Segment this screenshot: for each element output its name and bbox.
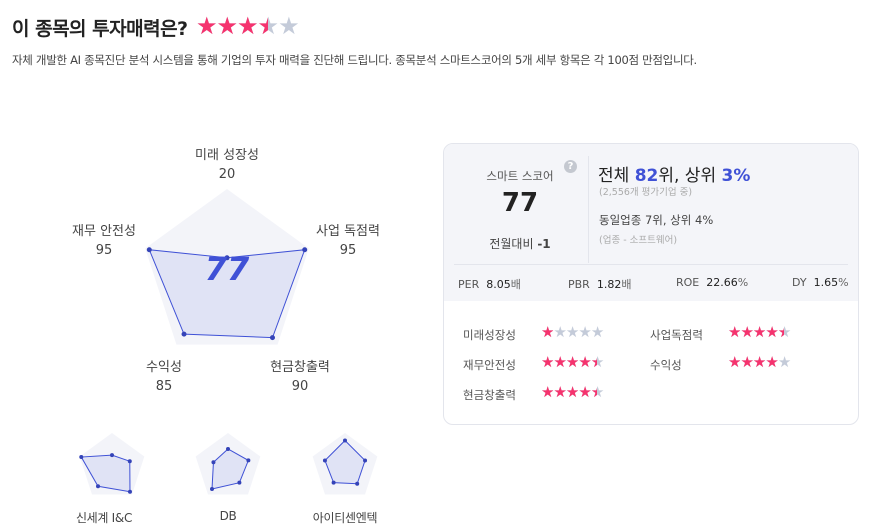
rating-label: 수익성 bbox=[650, 358, 682, 372]
rating-stars: ★ ★ ★★★★ bbox=[541, 323, 604, 341]
overall-rating-stars: ★★★★★★★★★ bbox=[196, 12, 300, 40]
star-icon: ★ bbox=[578, 323, 591, 341]
peer-radar-point bbox=[322, 458, 327, 463]
radar-point bbox=[269, 335, 275, 341]
star-icon: ★ bbox=[590, 323, 604, 341]
rating-label: 현금창출력 bbox=[463, 388, 516, 402]
peer-radar-background bbox=[312, 433, 378, 495]
axis-label-growth: 미래 성장성 20 bbox=[195, 148, 259, 182]
peer-radar-area bbox=[324, 439, 366, 485]
peer-radar-area bbox=[211, 448, 249, 490]
peer-radar-point bbox=[79, 455, 84, 460]
peer-radar-point bbox=[110, 453, 114, 458]
rank-subtext: (2,556개 평가기업 중) bbox=[599, 187, 693, 198]
help-icon[interactable]: ? bbox=[564, 160, 577, 173]
star-icon: ★ bbox=[553, 323, 566, 341]
radar-point bbox=[146, 247, 152, 253]
peer-radar-point bbox=[211, 460, 216, 465]
peer-radar-point bbox=[237, 480, 242, 485]
monthly-change: 전월대비 -1 bbox=[489, 237, 551, 251]
star-icon: ★★ bbox=[553, 353, 566, 371]
star-icon: ★★ bbox=[541, 383, 554, 401]
radar-area bbox=[148, 249, 306, 339]
star-icon: ★★ bbox=[740, 353, 753, 371]
peer-radar-point bbox=[127, 489, 132, 494]
axis-label-stability: 재무 안전성 95 bbox=[72, 224, 136, 258]
star-icon: ★★ bbox=[553, 383, 566, 401]
axis-label-profitability: 수익성 85 bbox=[146, 360, 182, 394]
radar-score: 77 bbox=[204, 250, 250, 288]
peer-radar-point bbox=[355, 481, 360, 486]
star-icon: ★★ bbox=[590, 353, 604, 371]
peer-radar-point bbox=[96, 484, 101, 489]
star-icon: ★ bbox=[278, 12, 299, 40]
star-icon: ★★ bbox=[765, 353, 778, 371]
rating-stars: ★★★★★★★★★★ bbox=[541, 383, 604, 401]
rating-label: 미래성장성 bbox=[463, 328, 516, 342]
star-icon: ★★ bbox=[777, 323, 791, 341]
star-icon: ★ bbox=[565, 323, 579, 341]
smart-score-card: 스마트 스코어 ? 77 전월대비 -1 전체 82위, 상위 3% (2,55… bbox=[443, 143, 859, 425]
industry-rank: 동일업종 7위, 상위 4% bbox=[599, 213, 714, 227]
peer-radar-point bbox=[363, 458, 368, 463]
star-icon: ★★ bbox=[578, 383, 591, 401]
star-icon: ★★ bbox=[728, 323, 741, 341]
star-icon: ★★ bbox=[565, 383, 579, 401]
radar-background bbox=[145, 189, 309, 345]
star-icon: ★★ bbox=[565, 353, 579, 371]
radar-point bbox=[302, 247, 308, 253]
star-icon: ★★ bbox=[752, 353, 766, 371]
smart-score: 77 bbox=[501, 188, 539, 218]
star-icon: ★★ bbox=[740, 323, 753, 341]
axis-label-monopoly: 사업 독점력 95 bbox=[316, 224, 380, 258]
star-icon: ★★ bbox=[257, 12, 279, 40]
peer-radar-background bbox=[79, 433, 145, 495]
peer-name[interactable]: 신세계 I&C bbox=[75, 511, 133, 525]
star-icon: ★ bbox=[777, 353, 791, 371]
star-icon: ★★ bbox=[216, 12, 238, 40]
star-icon: ★★ bbox=[752, 323, 766, 341]
metric-per: PER 8.05배 bbox=[458, 278, 521, 291]
metric-dy: DY 1.65% bbox=[792, 276, 849, 289]
radar-point bbox=[224, 255, 230, 261]
rating-label: 재무안전성 bbox=[463, 358, 516, 372]
star-icon: ★★ bbox=[728, 353, 741, 371]
star-icon: ★★ bbox=[196, 12, 217, 40]
star-icon: ★★ bbox=[578, 353, 591, 371]
score-label: 스마트 스코어 bbox=[486, 169, 554, 183]
rating-label: 사업독점력 bbox=[650, 328, 703, 342]
radar-point bbox=[181, 331, 187, 337]
section-title: 이 종목의 투자매력은? bbox=[12, 18, 188, 40]
peer-radar-point bbox=[343, 438, 347, 443]
peer-radar-area bbox=[80, 454, 131, 493]
peer-radar-point bbox=[246, 458, 251, 463]
rating-stars: ★ ★ ★ ★ ★ ★ ★ ★ ★ bbox=[728, 353, 791, 371]
peer-name[interactable]: 아이티센엔텍 bbox=[312, 511, 378, 525]
star-icon: ★★ bbox=[541, 323, 554, 341]
peer-radar-point bbox=[210, 487, 215, 492]
peer-radar-point bbox=[226, 446, 230, 451]
peer-radar-point bbox=[127, 459, 132, 464]
peer-radar-background bbox=[195, 433, 261, 495]
rating-stars: ★★★★★★★★★★ bbox=[541, 353, 604, 371]
star-icon: ★★ bbox=[590, 383, 604, 401]
section-description: 자체 개발한 AI 종목진단 분석 시스템을 통해 기업의 투자 매력을 진단해… bbox=[12, 53, 697, 67]
metric-roe: ROE 22.66% bbox=[676, 276, 749, 289]
metric-pbr: PBR 1.82배 bbox=[568, 278, 632, 291]
overall-rank: 전체 82위, 상위 3% bbox=[598, 166, 751, 186]
star-icon: ★★ bbox=[237, 12, 258, 40]
star-icon: ★★ bbox=[541, 353, 554, 371]
divider bbox=[588, 156, 589, 263]
peer-radar-point bbox=[331, 480, 336, 485]
rating-stars: ★★★★★★★★★★ bbox=[728, 323, 791, 341]
axis-label-cashflow: 현금창출력 90 bbox=[270, 360, 330, 394]
peer-name[interactable]: DB bbox=[219, 509, 237, 523]
star-icon: ★★ bbox=[765, 323, 778, 341]
industry-subtext: (업종 - 소프트웨어) bbox=[599, 235, 678, 246]
divider bbox=[454, 264, 848, 265]
